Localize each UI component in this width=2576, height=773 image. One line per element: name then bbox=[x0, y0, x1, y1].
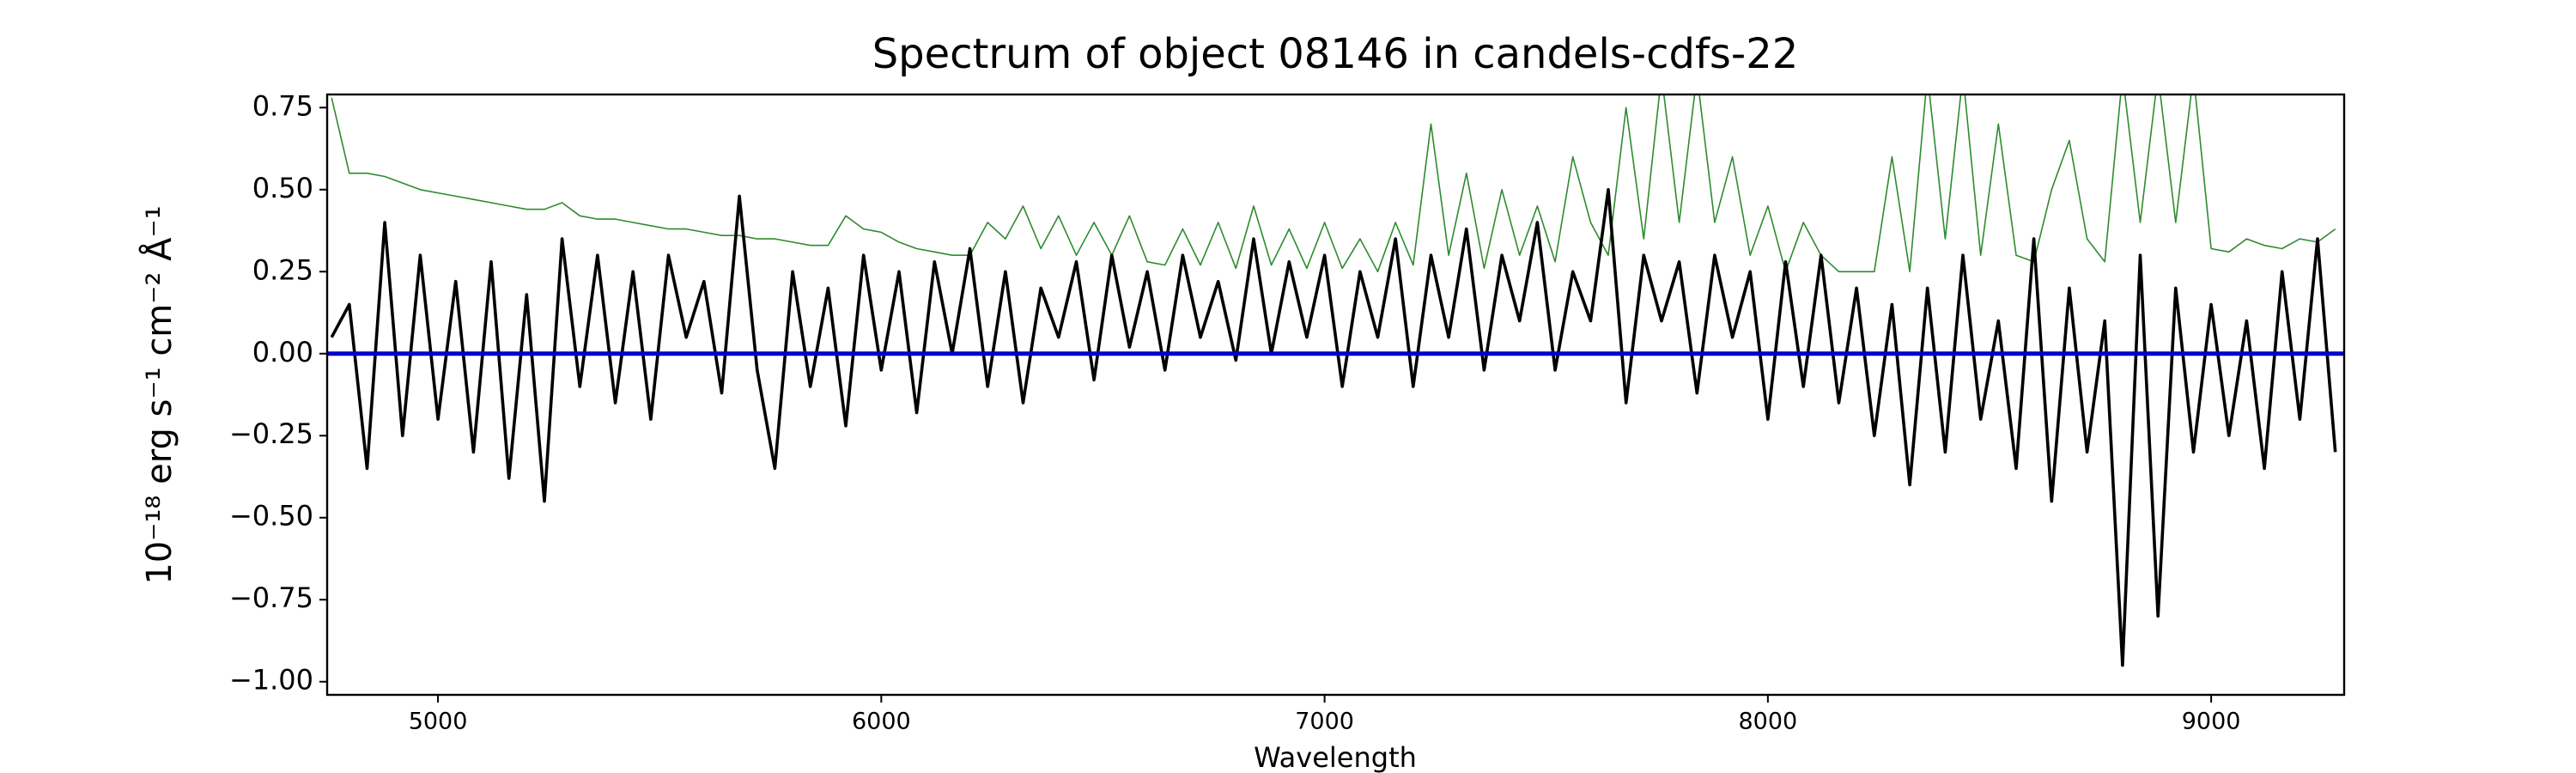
y-tick-label: −0.50 bbox=[229, 500, 313, 533]
chart-title: Spectrum of object 08146 in candels-cdfs… bbox=[872, 30, 1799, 78]
y-tick-label: 0.25 bbox=[252, 253, 313, 286]
y-axis-label: 10⁻¹⁸ erg s⁻¹ cm⁻² Å⁻¹ bbox=[138, 205, 179, 584]
y-tick-label: −1.00 bbox=[229, 664, 313, 697]
x-tick-label: 6000 bbox=[852, 709, 911, 735]
x-tick-label: 7000 bbox=[1295, 709, 1354, 735]
spectrum-line bbox=[330, 188, 2337, 667]
y-tick-label: −0.25 bbox=[229, 417, 313, 450]
x-tick-label: 8000 bbox=[1738, 709, 1797, 735]
x-tick-label: 9000 bbox=[2182, 709, 2241, 735]
axes-frame bbox=[325, 93, 2346, 697]
spectrum-line bbox=[331, 94, 2336, 273]
y-tick-label: 0.50 bbox=[252, 172, 313, 204]
y-tick-label: 0.75 bbox=[252, 89, 313, 122]
x-tick-label: 5000 bbox=[409, 709, 468, 735]
plot-area bbox=[327, 94, 2344, 667]
y-tick-label: −0.75 bbox=[229, 581, 313, 614]
x-axis-label: Wavelength bbox=[1254, 741, 1417, 773]
y-tick-label: 0.00 bbox=[252, 336, 313, 368]
